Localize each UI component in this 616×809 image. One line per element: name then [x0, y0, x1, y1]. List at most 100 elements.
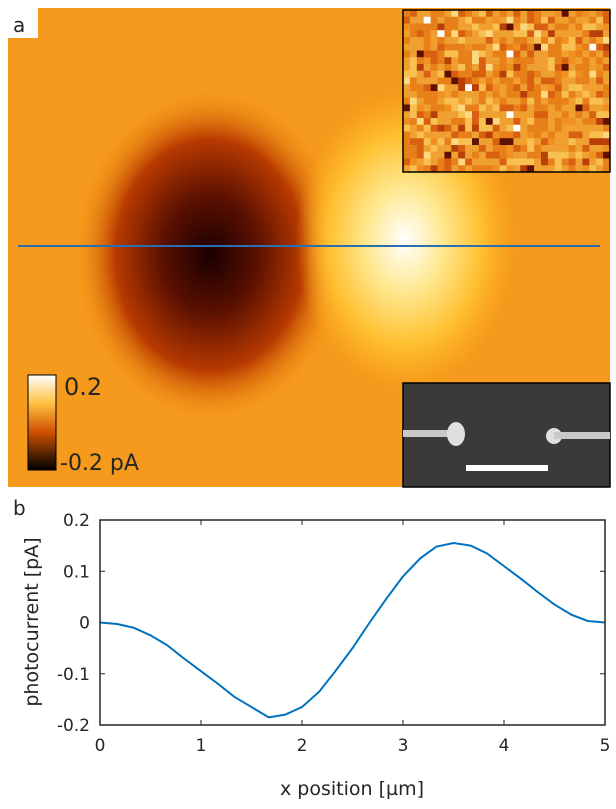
noise-pixel — [485, 50, 493, 58]
noise-pixel — [437, 151, 445, 159]
noise-pixel — [575, 138, 583, 146]
noise-pixel — [416, 91, 424, 99]
noise-pixel — [465, 37, 473, 45]
noise-pixel — [506, 151, 514, 159]
data-line — [99, 542, 606, 719]
noise-pixel — [575, 50, 583, 58]
noise-pixel — [499, 97, 507, 105]
x-tick-label: 2 — [297, 736, 308, 756]
noise-pixel — [451, 104, 459, 112]
noise-pixel — [596, 111, 604, 119]
noise-pixel — [561, 16, 569, 24]
noise-pixel — [575, 124, 583, 132]
noise-pixel — [547, 131, 556, 139]
noise-pixel — [575, 23, 583, 31]
noise-pixel — [506, 10, 514, 18]
noise-pixel — [430, 16, 438, 24]
noise-pixel — [527, 57, 535, 65]
noise-pixel — [472, 10, 480, 18]
noise-pixel — [458, 43, 466, 51]
noise-pixel — [465, 77, 473, 85]
noise-pixel — [506, 57, 514, 65]
noise-pixel — [444, 158, 452, 166]
noise-pixel — [472, 138, 480, 146]
noise-pixel — [478, 111, 487, 119]
noise-pixel — [568, 158, 576, 166]
noise-pixel — [437, 16, 445, 24]
noise-pixel — [485, 30, 493, 38]
noise-pixel — [437, 37, 445, 45]
noise-pixel — [575, 97, 583, 105]
noise-pixel — [568, 145, 576, 153]
noise-pixel — [603, 131, 611, 139]
noise-pixel — [472, 30, 480, 38]
noise-pixel — [575, 104, 583, 112]
noise-pixel — [403, 50, 411, 58]
noise-pixel — [451, 145, 459, 153]
noise-pixel — [437, 124, 445, 132]
noise-pixel — [575, 57, 583, 65]
noise-pixel — [444, 138, 452, 146]
noise-pixel — [520, 138, 528, 146]
noise-pixel — [603, 23, 611, 31]
noise-pixel — [534, 10, 542, 18]
noise-pixel — [596, 57, 604, 65]
noise-inset — [403, 10, 611, 173]
noise-pixel — [430, 104, 438, 112]
noise-pixel — [561, 37, 569, 45]
noise-pixel — [527, 16, 535, 24]
noise-pixel — [541, 23, 549, 31]
noise-pixel — [451, 151, 459, 159]
noise-pixel — [478, 37, 487, 45]
noise-pixel — [547, 165, 556, 173]
noise-pixel — [478, 138, 487, 146]
noise-pixel — [547, 30, 556, 38]
noise-pixel — [520, 158, 528, 166]
noise-pixel — [485, 70, 493, 78]
noise-pixel — [458, 145, 466, 153]
noise-pixel — [430, 165, 438, 173]
noise-pixel — [547, 23, 556, 31]
noise-pixel — [437, 84, 445, 92]
noise-pixel — [423, 111, 431, 119]
noise-pixel — [534, 145, 542, 153]
noise-pixel — [472, 50, 480, 58]
noise-pixel — [513, 16, 521, 24]
noise-pixel — [409, 57, 418, 65]
noise-pixel — [485, 111, 493, 119]
noise-pixel — [423, 145, 431, 153]
noise-pixel — [485, 165, 493, 173]
noise-pixel — [603, 84, 611, 92]
noise-pixel — [554, 43, 562, 51]
noise-pixel — [485, 57, 493, 65]
noise-pixel — [547, 124, 556, 132]
noise-pixel — [534, 104, 542, 112]
noise-pixel — [458, 158, 466, 166]
noise-pixel — [437, 30, 445, 38]
noise-pixel — [568, 151, 576, 159]
noise-pixel — [541, 138, 549, 146]
noise-pixel — [499, 118, 507, 126]
noise-pixel — [423, 124, 431, 132]
noise-pixel — [547, 64, 556, 72]
noise-pixel — [534, 131, 542, 139]
noise-pixel — [430, 70, 438, 78]
noise-pixel — [499, 30, 507, 38]
noise-pixel — [492, 111, 500, 119]
noise-pixel — [451, 165, 459, 173]
noise-pixel — [465, 84, 473, 92]
noise-pixel — [506, 165, 514, 173]
noise-pixel — [541, 118, 549, 126]
noise-pixel — [403, 64, 411, 72]
noise-pixel — [465, 165, 473, 173]
noise-pixel — [430, 57, 438, 65]
noise-pixel — [444, 16, 452, 24]
noise-pixel — [527, 145, 535, 153]
noise-pixel — [603, 97, 611, 105]
noise-pixel — [444, 43, 452, 51]
noise-pixel — [423, 43, 431, 51]
noise-pixel — [403, 145, 411, 153]
noise-pixel — [561, 145, 569, 153]
noise-pixel — [575, 77, 583, 85]
noise-pixel — [527, 77, 535, 85]
